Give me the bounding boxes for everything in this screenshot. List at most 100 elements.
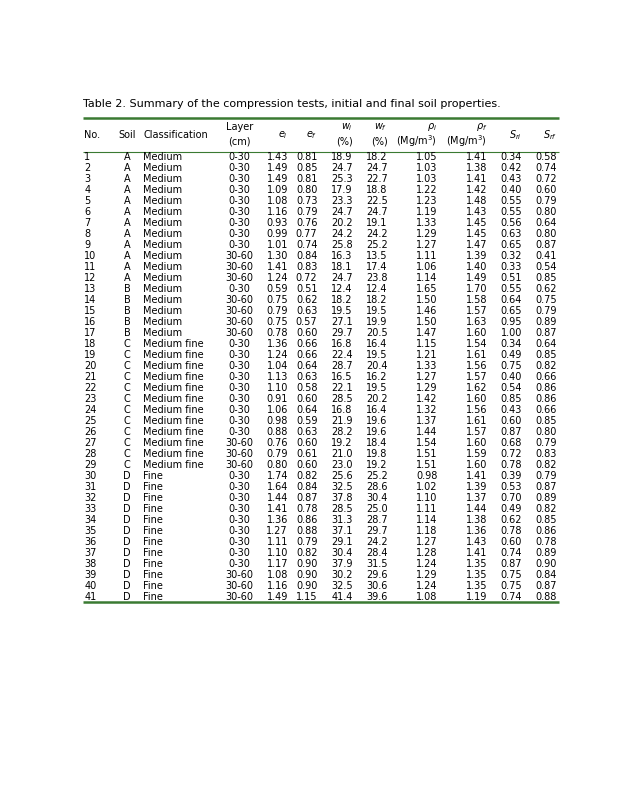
- Text: 0.72: 0.72: [500, 449, 522, 459]
- Text: 0.75: 0.75: [500, 570, 522, 580]
- Text: 1.01: 1.01: [266, 241, 288, 250]
- Text: D: D: [123, 581, 131, 591]
- Text: 0-30: 0-30: [228, 548, 250, 558]
- Text: No.: No.: [84, 130, 100, 140]
- Text: Medium fine: Medium fine: [143, 405, 204, 415]
- Text: 25: 25: [84, 416, 97, 426]
- Text: (%): (%): [371, 136, 388, 146]
- Text: Classification: Classification: [143, 130, 208, 140]
- Text: 0.88: 0.88: [536, 592, 557, 602]
- Text: Medium: Medium: [143, 207, 182, 217]
- Text: 0-30: 0-30: [228, 504, 250, 514]
- Text: B: B: [124, 306, 130, 316]
- Text: 20.2: 20.2: [331, 218, 353, 229]
- Text: 0.60: 0.60: [501, 416, 522, 426]
- Text: A: A: [124, 218, 130, 229]
- Text: 1.45: 1.45: [466, 218, 487, 229]
- Text: 19.2: 19.2: [366, 460, 388, 470]
- Text: 0.65: 0.65: [500, 241, 522, 250]
- Text: 0.86: 0.86: [536, 383, 557, 393]
- Text: 0.34: 0.34: [501, 339, 522, 349]
- Text: C: C: [124, 460, 130, 470]
- Text: 0.82: 0.82: [296, 471, 318, 481]
- Text: 1.62: 1.62: [466, 383, 487, 393]
- Text: C: C: [124, 405, 130, 415]
- Text: 0.80: 0.80: [296, 185, 318, 196]
- Text: 16.5: 16.5: [331, 372, 353, 383]
- Text: B: B: [124, 284, 130, 294]
- Text: 0.66: 0.66: [296, 350, 318, 360]
- Text: 1.18: 1.18: [416, 526, 437, 536]
- Text: 1.42: 1.42: [466, 185, 487, 196]
- Text: 0.86: 0.86: [536, 394, 557, 404]
- Text: 0.90: 0.90: [296, 559, 318, 569]
- Text: 0.62: 0.62: [296, 295, 318, 306]
- Text: 0.84: 0.84: [296, 482, 318, 492]
- Text: 1.29: 1.29: [416, 570, 437, 580]
- Text: Table 2. Summary of the compression tests, initial and final soil properties.: Table 2. Summary of the compression test…: [83, 99, 500, 109]
- Text: 11: 11: [84, 262, 97, 272]
- Text: 32.5: 32.5: [331, 482, 353, 492]
- Text: Medium fine: Medium fine: [143, 350, 204, 360]
- Text: (Mg/m$^3$): (Mg/m$^3$): [396, 133, 437, 149]
- Text: 0.90: 0.90: [296, 581, 318, 591]
- Text: 32.5: 32.5: [331, 581, 353, 591]
- Text: 0.32: 0.32: [500, 251, 522, 261]
- Text: Fine: Fine: [143, 570, 163, 580]
- Text: 1.60: 1.60: [466, 328, 487, 338]
- Text: 1.27: 1.27: [266, 526, 288, 536]
- Text: 1.44: 1.44: [266, 493, 288, 503]
- Text: 0.72: 0.72: [535, 174, 557, 184]
- Text: 31.5: 31.5: [366, 559, 388, 569]
- Text: 0.85: 0.85: [536, 350, 557, 360]
- Text: 0-30: 0-30: [228, 372, 250, 383]
- Text: 30.4: 30.4: [366, 493, 388, 503]
- Text: 27: 27: [84, 438, 97, 448]
- Text: 1.56: 1.56: [466, 405, 487, 415]
- Text: 0.84: 0.84: [536, 570, 557, 580]
- Text: 1.61: 1.61: [466, 350, 487, 360]
- Text: 1.24: 1.24: [266, 350, 288, 360]
- Text: 0.98: 0.98: [266, 416, 288, 426]
- Text: 0.68: 0.68: [501, 438, 522, 448]
- Text: C: C: [124, 449, 130, 459]
- Text: 1.51: 1.51: [416, 460, 437, 470]
- Text: 1.57: 1.57: [466, 372, 487, 383]
- Text: 22.7: 22.7: [366, 174, 388, 184]
- Text: 28.5: 28.5: [331, 394, 353, 404]
- Text: 0.79: 0.79: [536, 306, 557, 316]
- Text: D: D: [123, 559, 131, 569]
- Text: 1.59: 1.59: [466, 449, 487, 459]
- Text: C: C: [124, 394, 130, 404]
- Text: Layer: Layer: [226, 122, 253, 132]
- Text: 1.10: 1.10: [266, 383, 288, 393]
- Text: 0.76: 0.76: [266, 438, 288, 448]
- Text: Medium: Medium: [143, 284, 182, 294]
- Text: 19.5: 19.5: [366, 383, 388, 393]
- Text: D: D: [123, 526, 131, 536]
- Text: 0.99: 0.99: [266, 229, 288, 239]
- Text: 0.51: 0.51: [296, 284, 318, 294]
- Text: 28.6: 28.6: [366, 482, 388, 492]
- Text: 25.0: 25.0: [366, 504, 388, 514]
- Text: C: C: [124, 416, 130, 426]
- Text: 22: 22: [84, 383, 97, 393]
- Text: Medium fine: Medium fine: [143, 427, 204, 437]
- Text: 30-60: 30-60: [225, 318, 253, 327]
- Text: 0-30: 0-30: [228, 339, 250, 349]
- Text: 1.22: 1.22: [416, 185, 437, 196]
- Text: 1.29: 1.29: [416, 229, 437, 239]
- Text: 1.03: 1.03: [416, 174, 437, 184]
- Text: 12: 12: [84, 273, 97, 283]
- Text: 13: 13: [84, 284, 97, 294]
- Text: 0.66: 0.66: [536, 372, 557, 383]
- Text: 0.85: 0.85: [536, 515, 557, 525]
- Text: 41: 41: [84, 592, 97, 602]
- Text: (Mg/m$^3$): (Mg/m$^3$): [446, 133, 487, 149]
- Text: D: D: [123, 548, 131, 558]
- Text: D: D: [123, 515, 131, 525]
- Text: 1.16: 1.16: [266, 581, 288, 591]
- Text: 0-30: 0-30: [228, 471, 250, 481]
- Text: 0.79: 0.79: [536, 438, 557, 448]
- Text: 1.32: 1.32: [416, 405, 437, 415]
